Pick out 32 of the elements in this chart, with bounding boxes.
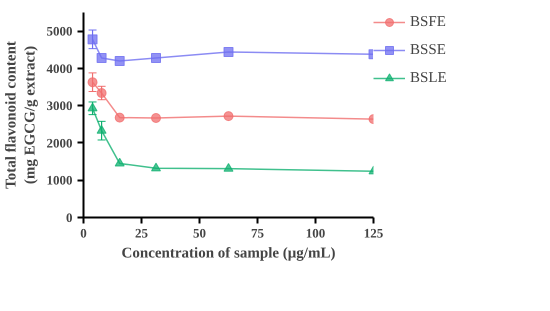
legend-label: BSSE [410, 42, 446, 58]
point [114, 158, 125, 167]
point [224, 162, 234, 172]
y-tick-label: 5000 [46, 24, 72, 39]
x-axis-title: Concentration of sample (μg/mL) [122, 246, 336, 262]
point [96, 52, 107, 63]
x-tick-label: 100 [306, 226, 326, 240]
point [224, 111, 234, 122]
point [96, 124, 107, 134]
point [88, 102, 98, 112]
y-tick-label: 4000 [46, 60, 72, 76]
point [151, 162, 161, 172]
point [88, 77, 98, 88]
legend-label: BSFE [410, 14, 446, 30]
point [224, 47, 234, 58]
y-tick-label: 0 [66, 210, 72, 225]
x-tick-label: 25 [135, 226, 148, 240]
y-tick-label: 3000 [46, 98, 72, 114]
point [151, 52, 161, 63]
x-tick-label: 0 [80, 226, 87, 240]
x-tick-label: 50 [193, 226, 206, 240]
legend-label: BSLE [410, 70, 447, 86]
x-tick-label: 75 [251, 226, 264, 240]
y-tick-label: 2000 [46, 135, 72, 150]
point [88, 34, 98, 44]
point [151, 112, 161, 123]
x-tick-label: 125 [364, 226, 384, 240]
point [114, 112, 125, 123]
y-tick-label: 1000 [46, 172, 72, 188]
point [114, 56, 125, 66]
point [96, 88, 107, 98]
y-axis-title: Total flavonoid content (mg EGCG/g extract) [3, 41, 38, 189]
